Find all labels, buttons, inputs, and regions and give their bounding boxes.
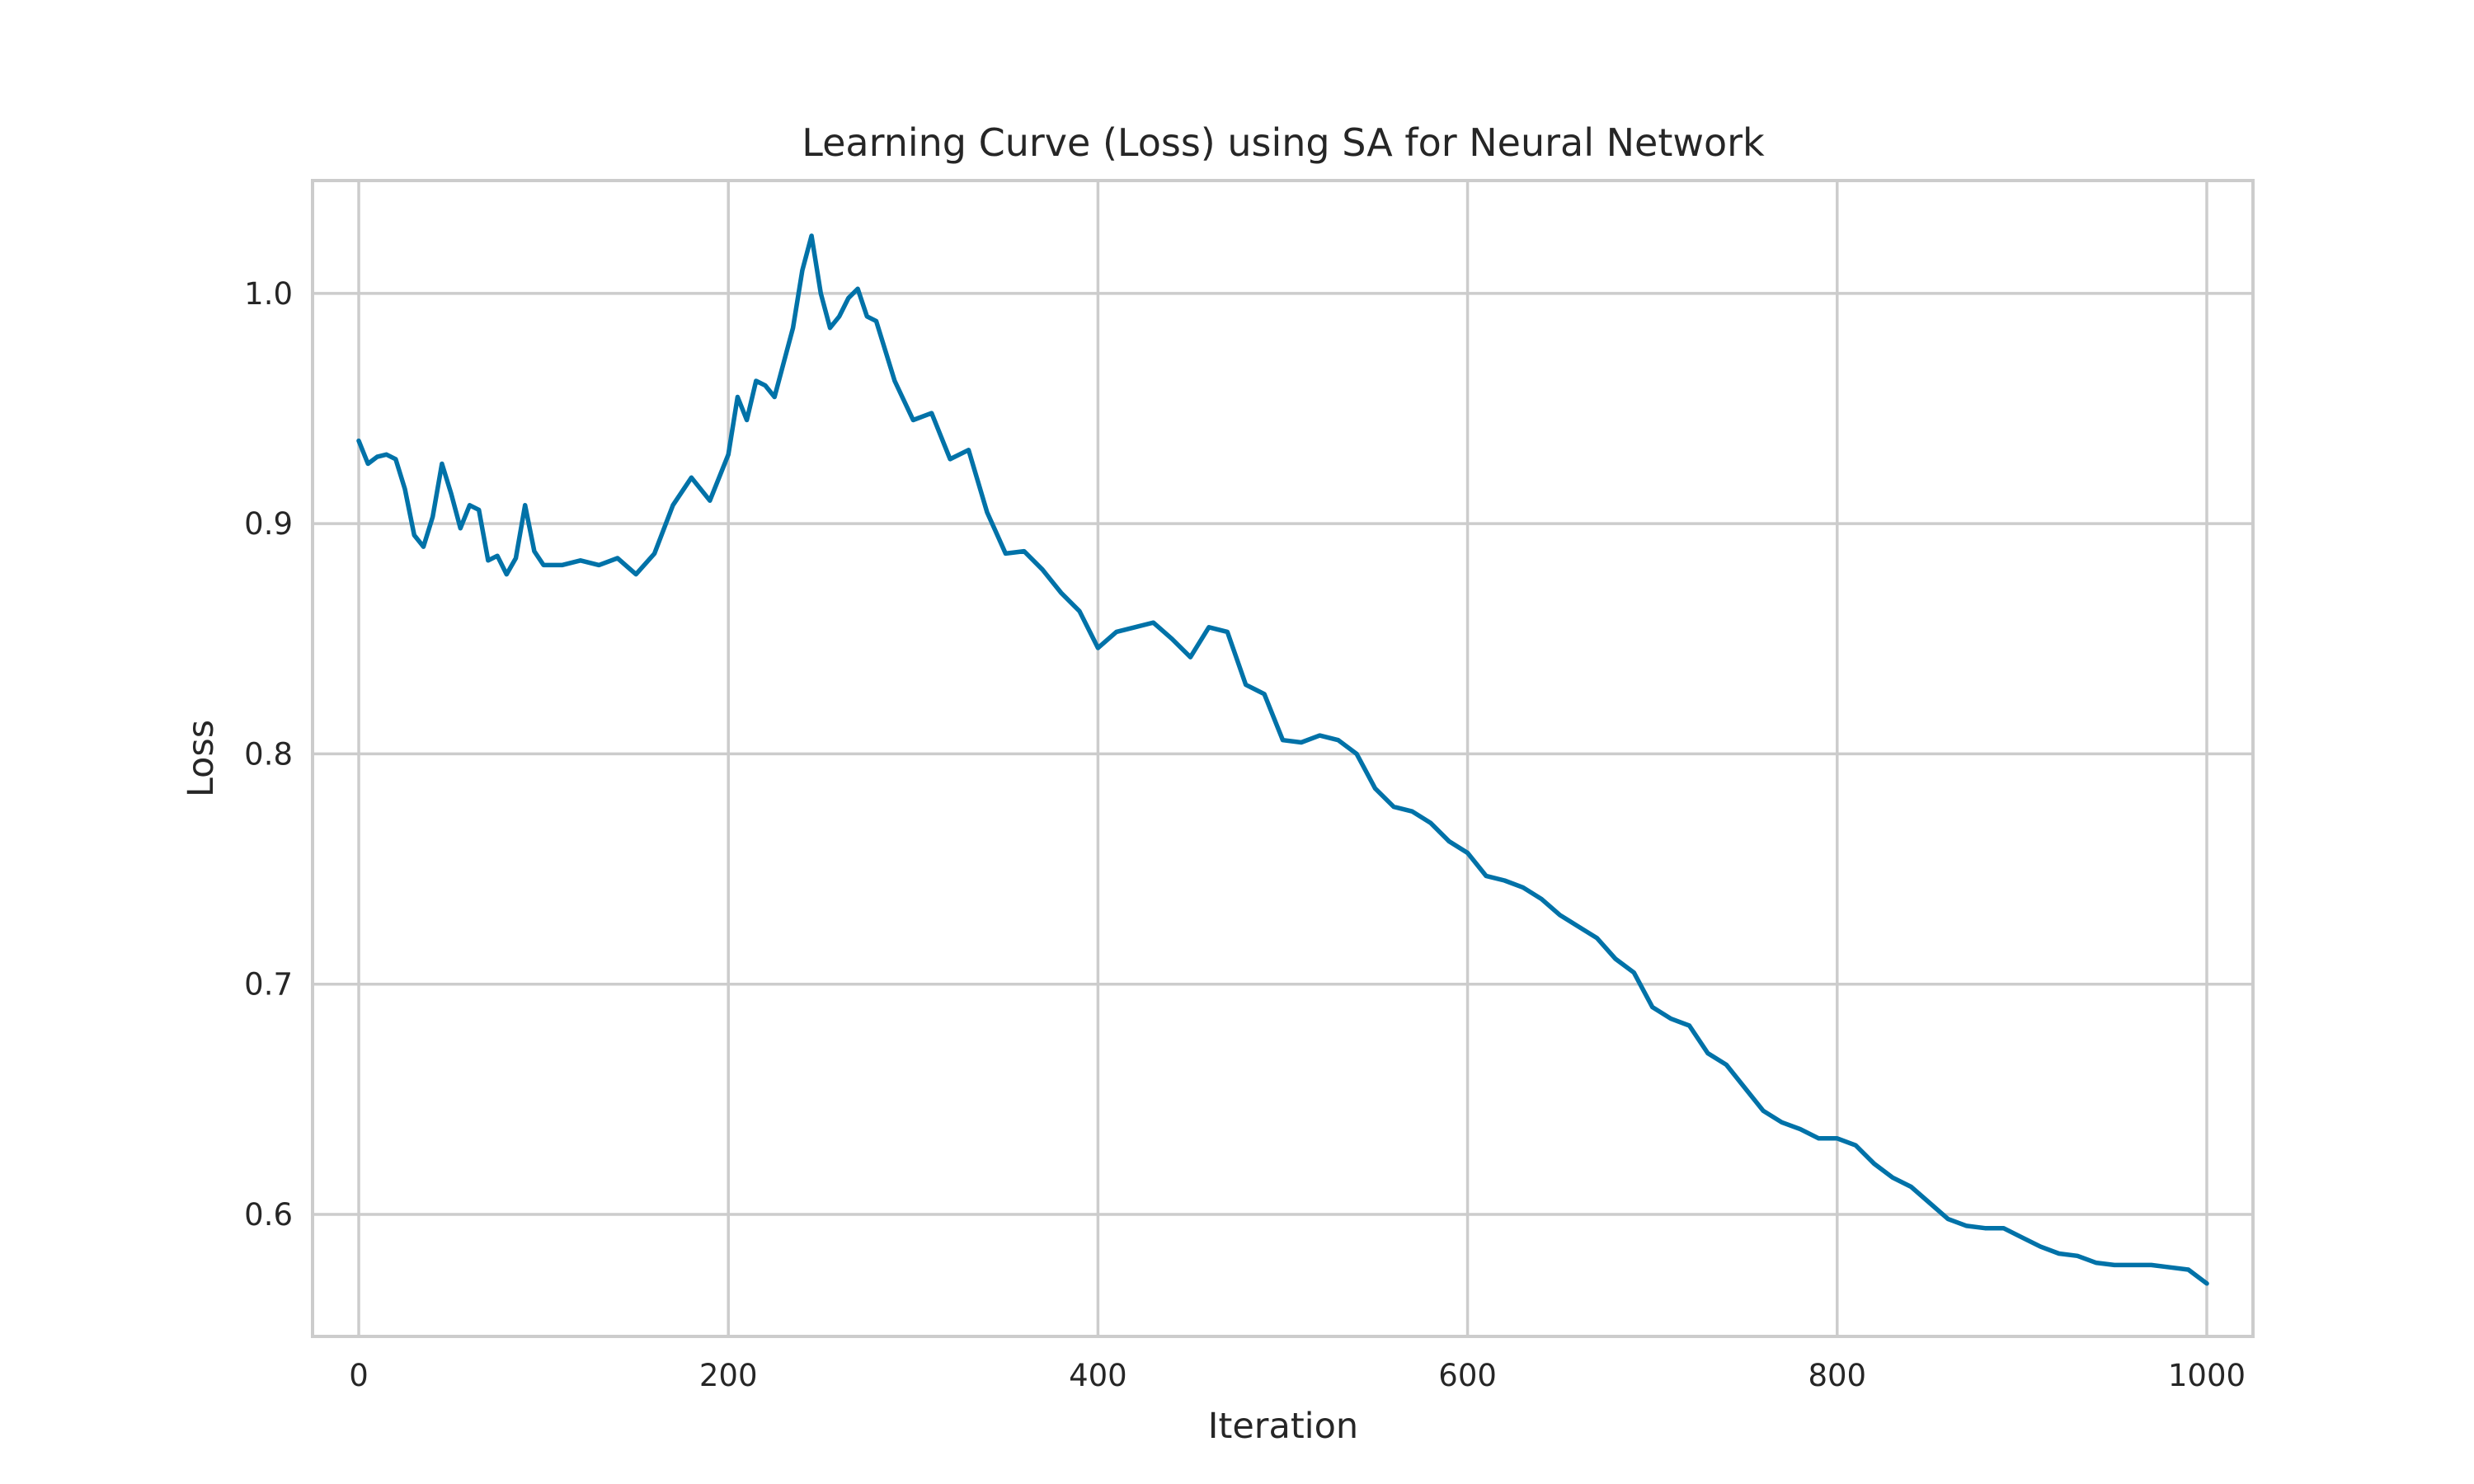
x-tick-label: 200 [699,1358,758,1393]
x-tick-label: 1000 [2168,1358,2246,1393]
chart-title: Learning Curve (Loss) using SA for Neura… [802,120,1765,165]
y-tick-label: 0.8 [244,736,293,772]
series-group [356,233,2209,1286]
x-axis-tick-labels: 0 200 400 600 800 1000 [349,1358,2246,1393]
x-axis-label: Iteration [1208,1406,1358,1447]
loss-series-line [356,233,2209,1286]
x-tick-label: 0 [349,1358,369,1393]
plot-area-frame [311,179,2255,1338]
y-tick-label: 0.9 [244,506,293,542]
y-tick-label: 0.7 [244,967,293,1003]
y-tick-label: 0.6 [244,1197,293,1233]
x-tick-label: 800 [1808,1358,1866,1393]
x-tick-label: 400 [1069,1358,1127,1393]
y-axis-tick-labels: 0.6 0.7 0.8 0.9 1.0 [244,276,293,1233]
y-tick-label: 1.0 [244,276,293,312]
vertical-gridlines [357,181,2208,1336]
x-tick-label: 600 [1438,1358,1497,1393]
horizontal-gridlines [313,292,2253,1216]
y-axis-label: Loss [181,720,222,797]
